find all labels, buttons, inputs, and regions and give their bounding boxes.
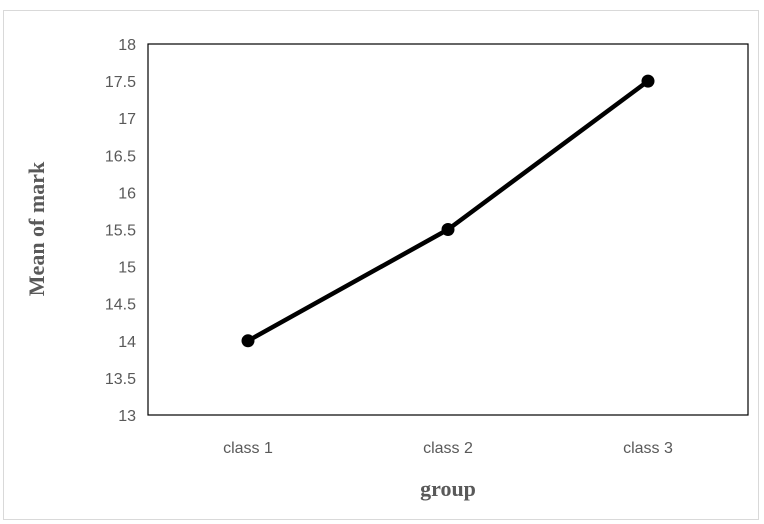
x-tick-label: class 1 bbox=[223, 440, 273, 457]
y-tick-label: 17 bbox=[118, 111, 136, 128]
series-layer bbox=[241, 74, 655, 348]
y-tick-labels: 13 13.5 14 14.5 15 15.5 16 16.5 17 17.5 18 bbox=[105, 37, 136, 425]
y-tick-label: 15.5 bbox=[105, 223, 136, 240]
y-tick-label: 15 bbox=[118, 260, 136, 277]
x-axis-title: group bbox=[420, 476, 476, 501]
y-axis-title: Mean of mark bbox=[24, 161, 49, 296]
y-tick-label: 14 bbox=[118, 334, 136, 351]
y-tick-label: 13 bbox=[118, 408, 136, 425]
x-tick-label: class 3 bbox=[623, 440, 673, 457]
y-tick-label: 17.5 bbox=[105, 74, 136, 91]
y-tick-label: 18 bbox=[118, 37, 136, 54]
y-tick-label: 13.5 bbox=[105, 371, 136, 388]
data-point bbox=[441, 223, 455, 236]
data-point bbox=[241, 334, 255, 348]
y-tick-label: 16 bbox=[118, 185, 136, 202]
y-tick-label: 14.5 bbox=[105, 297, 136, 314]
y-tick-label: 16.5 bbox=[105, 148, 136, 165]
x-tick-labels: class 1 class 2 class 3 bbox=[223, 440, 673, 457]
data-point bbox=[641, 74, 655, 88]
x-tick-label: class 2 bbox=[423, 440, 473, 457]
